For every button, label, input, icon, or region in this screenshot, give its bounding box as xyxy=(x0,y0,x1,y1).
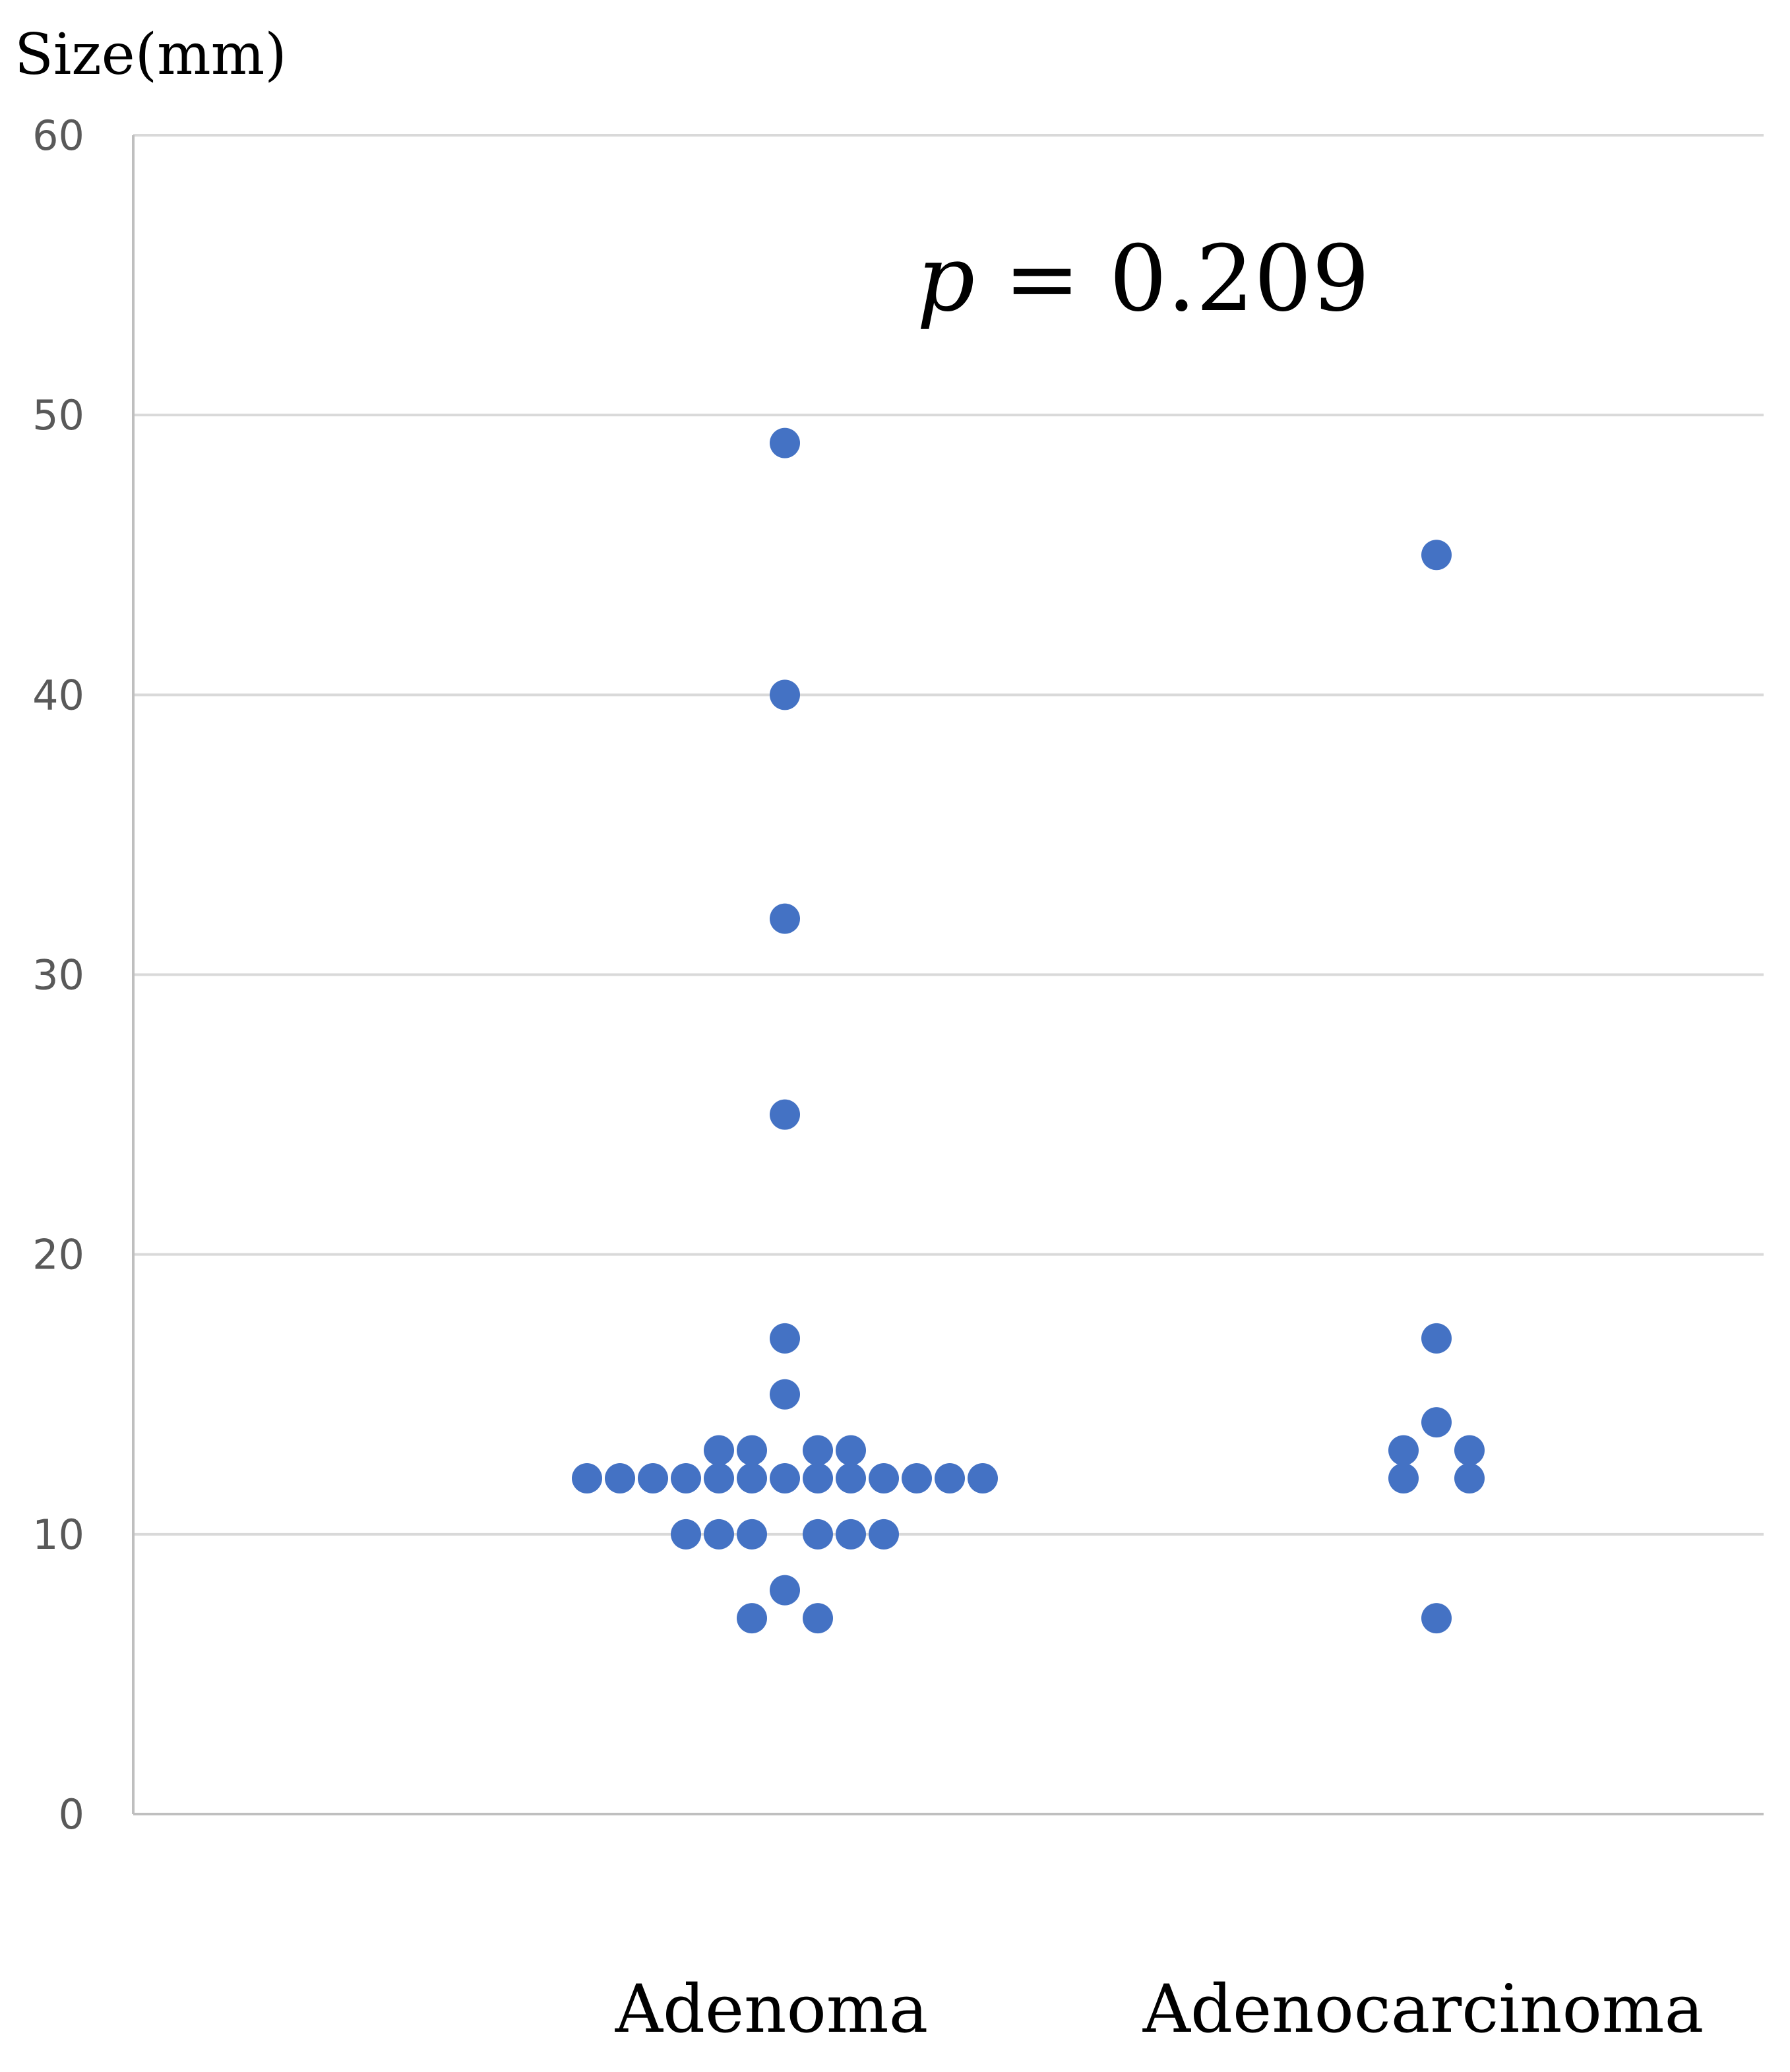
data-point xyxy=(803,1435,833,1466)
data-point xyxy=(836,1519,866,1550)
y-tick-label: 40 xyxy=(32,671,84,719)
data-point xyxy=(770,427,800,458)
y-axis-label: Size(mm) xyxy=(15,22,287,88)
data-point xyxy=(770,1575,800,1606)
data-point xyxy=(737,1463,767,1493)
data-points xyxy=(572,427,1485,1634)
data-point xyxy=(836,1463,866,1493)
data-point xyxy=(638,1463,668,1493)
data-point xyxy=(770,1463,800,1493)
p-value-annotation: p = 0.209 xyxy=(917,226,1370,332)
data-point xyxy=(737,1519,767,1550)
data-point xyxy=(737,1603,767,1634)
data-point xyxy=(1388,1435,1419,1466)
data-point xyxy=(770,1099,800,1130)
data-point xyxy=(671,1463,701,1493)
data-point xyxy=(1454,1463,1485,1493)
y-tick-label: 20 xyxy=(32,1231,84,1279)
data-point xyxy=(737,1435,767,1466)
y-tick-label: 60 xyxy=(32,111,84,160)
y-tick-label: 10 xyxy=(32,1511,84,1559)
data-point xyxy=(671,1519,701,1550)
data-point xyxy=(704,1435,734,1466)
data-point xyxy=(803,1519,833,1550)
y-tick-labels: 0 10 20 30 40 50 60 xyxy=(32,111,84,1838)
data-point xyxy=(1454,1435,1485,1466)
data-point xyxy=(1421,1407,1452,1438)
x-category-labels: Adenoma Adenocarcinoma xyxy=(615,1970,1704,2048)
data-point xyxy=(605,1463,635,1493)
grid-layer xyxy=(132,134,1764,1815)
data-point xyxy=(704,1519,734,1550)
data-point xyxy=(770,903,800,934)
data-point xyxy=(572,1463,602,1493)
y-tick-label: 50 xyxy=(32,391,84,439)
data-point xyxy=(803,1463,833,1493)
data-point xyxy=(770,679,800,710)
x-category-label: Adenoma xyxy=(615,1970,928,2048)
data-point xyxy=(770,1323,800,1354)
data-point xyxy=(1421,1603,1452,1634)
p-value-text: = 0.209 xyxy=(975,226,1369,332)
data-point xyxy=(704,1463,734,1493)
data-point xyxy=(836,1435,866,1466)
data-point xyxy=(1421,1323,1452,1354)
data-point xyxy=(968,1463,998,1493)
data-point xyxy=(770,1379,800,1410)
data-point xyxy=(1388,1463,1419,1493)
x-category-label: Adenocarcinoma xyxy=(1142,1970,1704,2048)
data-point xyxy=(935,1463,965,1493)
y-tick-label: 0 xyxy=(59,1790,84,1838)
data-point xyxy=(869,1519,899,1550)
data-point xyxy=(1421,540,1452,571)
y-tick-label: 30 xyxy=(32,951,84,999)
data-point xyxy=(869,1463,899,1493)
data-point xyxy=(902,1463,932,1493)
data-point xyxy=(803,1603,833,1634)
p-value-variable: p xyxy=(917,226,975,332)
